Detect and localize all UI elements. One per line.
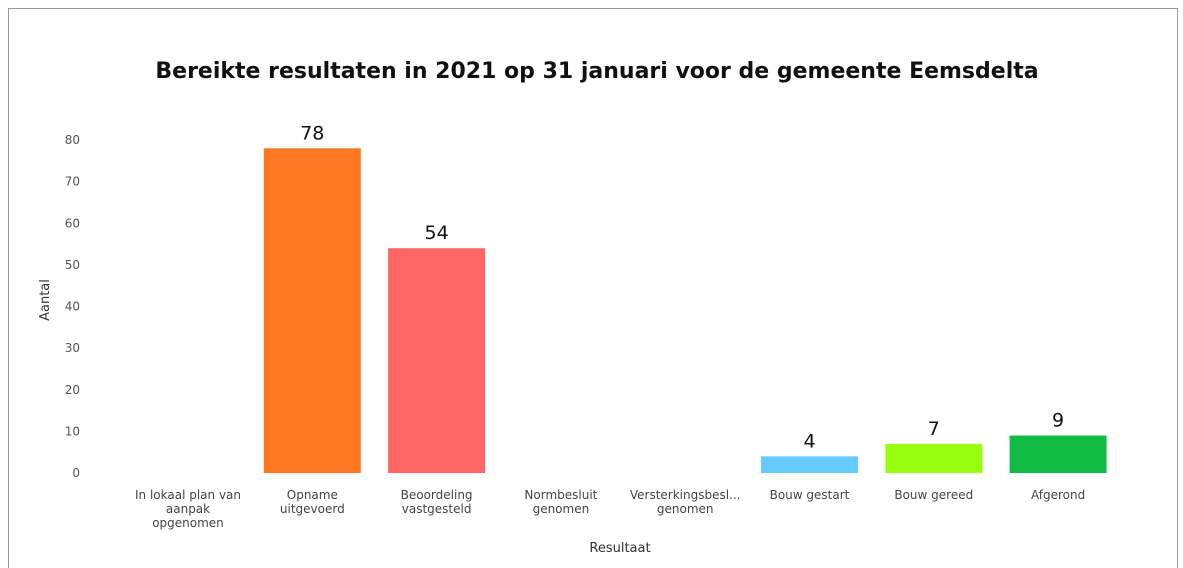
y-tick-label: 50: [65, 258, 80, 272]
y-tick-label: 80: [65, 133, 80, 147]
x-tick-label: Bouw gestart: [770, 488, 850, 502]
bar[interactable]: [263, 148, 361, 473]
bar[interactable]: [1009, 435, 1107, 473]
y-axis-ticks: 0 10 20 30 40 50 60 70 80: [65, 133, 80, 480]
x-axis-label: Resultaat: [589, 541, 650, 556]
y-tick-label: 10: [65, 424, 80, 438]
x-tick-label: In lokaal plan van aanpak opgenomen: [135, 488, 241, 530]
data-label: 78: [300, 122, 324, 144]
x-tick-label: Normbesluit genomen: [524, 488, 597, 516]
x-tick-label: Bouw gereed: [894, 488, 973, 502]
x-tick-label: Opname uitgevoerd: [280, 488, 345, 516]
y-axis-label: Aantal: [38, 279, 53, 321]
data-label: 9: [1052, 410, 1064, 432]
x-axis-ticks: In lokaal plan van aanpak opgenomen Opname u…: [135, 488, 1085, 530]
y-tick-label: 30: [65, 341, 80, 355]
y-tick-label: 20: [65, 383, 80, 397]
chart-title: Bereikte resultaten in 2021 op 31 januar…: [155, 59, 1038, 84]
y-tick-label: 70: [65, 175, 80, 189]
y-tick-label: 60: [65, 216, 80, 230]
bar[interactable]: [761, 456, 858, 473]
x-tick-label: Beoordeling vastgesteld: [401, 488, 473, 516]
chart-frame: [8, 8, 1178, 568]
data-label: 4: [803, 430, 815, 452]
bar[interactable]: [388, 248, 486, 473]
y-tick-label: 40: [65, 300, 80, 314]
x-tick-label: Afgerond: [1031, 488, 1085, 502]
data-label: 54: [425, 222, 449, 244]
bars: [263, 148, 1107, 473]
y-tick-label: 0: [72, 466, 80, 480]
data-label: 7: [928, 418, 940, 440]
data-labels: 78 54 4 7 9: [300, 122, 1064, 452]
bar[interactable]: [885, 443, 983, 473]
x-tick-label: Versterkingsbesl... genomen: [630, 488, 741, 516]
